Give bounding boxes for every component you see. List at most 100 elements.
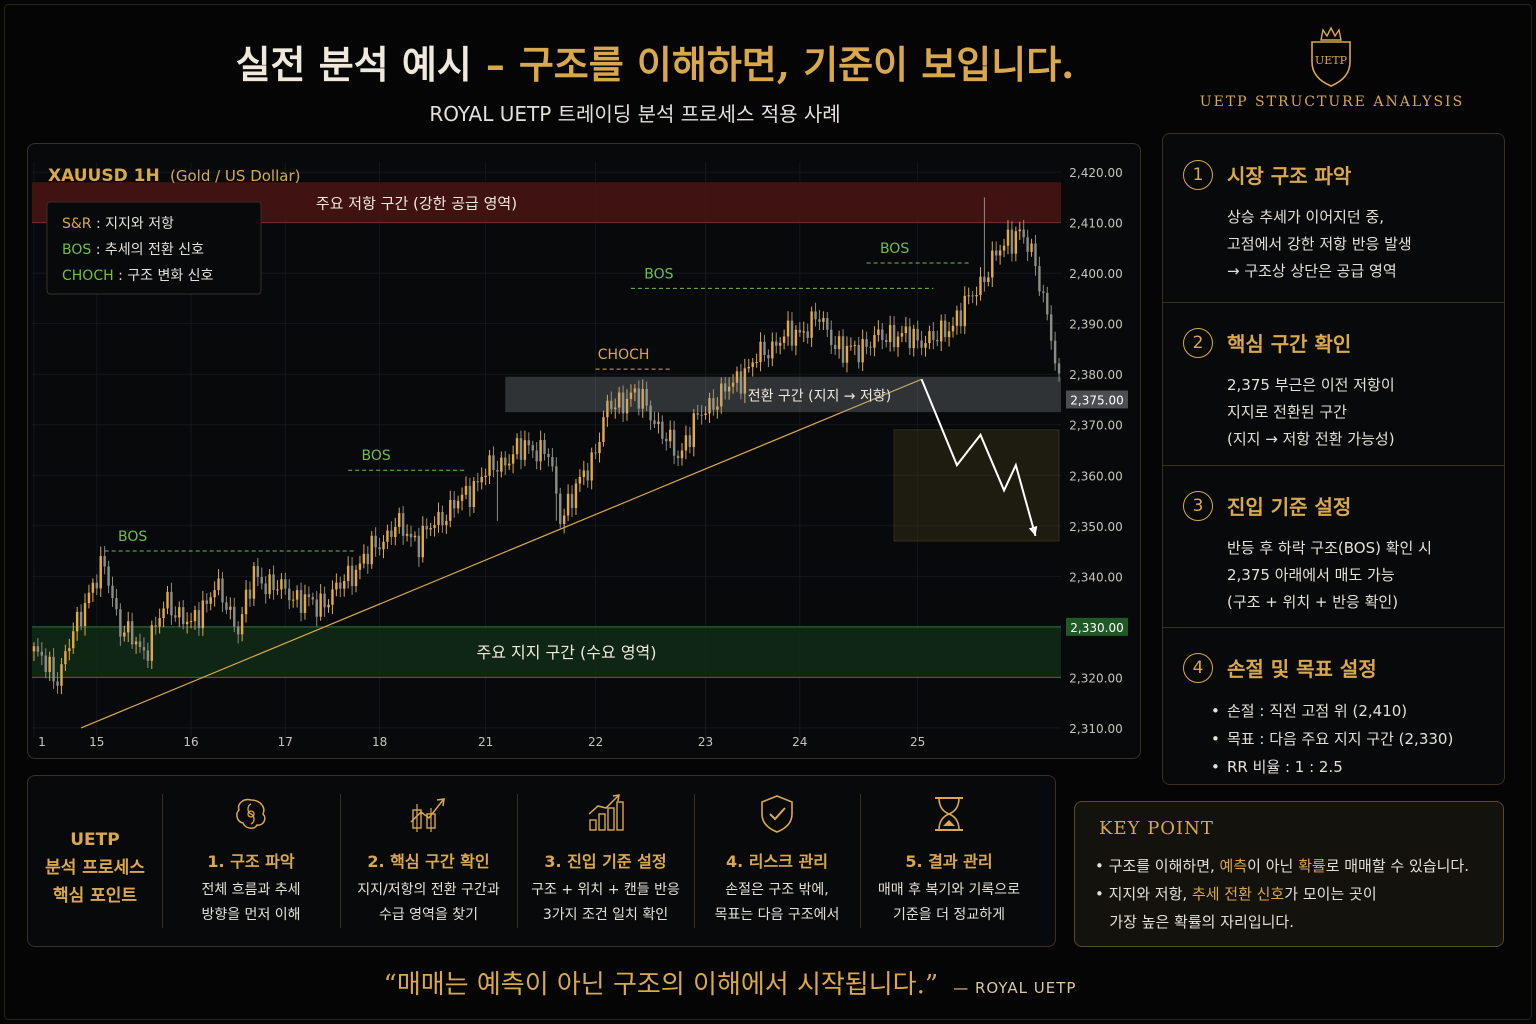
candle-body [236, 626, 240, 635]
candle-body [217, 578, 220, 591]
y-tick-label: 2,390.00 [1069, 318, 1122, 332]
price-tag-label: 2,330.00 [1070, 621, 1123, 635]
candle-body [594, 452, 597, 454]
candle-body [56, 681, 59, 686]
candle-body [229, 606, 232, 610]
projection-arrowhead [1028, 526, 1038, 536]
step-title: 손절 및 목표 설정 [1227, 657, 1377, 681]
candle-body [398, 513, 401, 527]
process-desc: 손절은 구조 밖에, 목표는 다음 구조에서 [714, 882, 840, 923]
candle-body [751, 362, 754, 367]
candle-body [633, 388, 637, 393]
candle-body [264, 583, 267, 595]
candle-body [433, 524, 436, 528]
legend-item: BOS : 추세의 전환 신호 [62, 242, 204, 258]
candle-body [319, 593, 322, 617]
candle-body [790, 320, 794, 346]
candle-body [830, 329, 833, 345]
process-item-4: 4. 리스크 관리 손절은 구조 밖에, 목표는 다음 구조에서 [694, 776, 860, 946]
candle-body [555, 466, 558, 494]
candle-body [1018, 229, 1021, 232]
candle-body [511, 454, 515, 464]
candle-body [877, 329, 880, 335]
candle-body [468, 485, 472, 508]
candle-body [1010, 229, 1014, 254]
candle-body [425, 525, 428, 530]
candle-body [354, 569, 358, 587]
candle-body [115, 598, 118, 610]
legend-item: S&R : 지지와 저항 [62, 216, 174, 232]
candle-body [932, 331, 935, 340]
candle-body [849, 345, 853, 347]
candle-body [496, 470, 499, 472]
candle-body [166, 591, 169, 609]
candle-body [775, 341, 778, 346]
candle-body [452, 500, 456, 509]
candle-body [798, 329, 802, 333]
candle-body [920, 340, 923, 348]
y-tick-label: 2,420.00 [1069, 166, 1122, 180]
candle-body [507, 463, 511, 466]
candle-body [193, 610, 197, 622]
crown-shield-logo-icon: UETP [1311, 26, 1351, 87]
candle-body [378, 547, 381, 550]
quote-author: — ROYAL UETP [953, 979, 1077, 997]
candle-body [665, 438, 668, 442]
candle-body [771, 341, 774, 359]
candle-body [358, 563, 362, 570]
candle-body [240, 614, 244, 635]
y-tick-label: 2,310.00 [1069, 722, 1122, 736]
candle-body [260, 577, 263, 584]
candle-body [346, 565, 350, 582]
candle-body [916, 328, 919, 341]
candle-body [551, 457, 554, 467]
candle-body [103, 556, 106, 567]
candle-body [83, 603, 87, 627]
candle-body [99, 556, 102, 589]
candle-body [1022, 229, 1025, 238]
candle-body [48, 656, 51, 673]
candle-body [515, 438, 519, 455]
candle-body [833, 344, 837, 350]
candle-body [763, 341, 766, 355]
candle-body [44, 655, 47, 673]
x-tick-label: 21 [478, 735, 493, 749]
candle-body [386, 530, 389, 542]
candle-body [810, 311, 813, 338]
y-tick-label: 2,410.00 [1069, 217, 1122, 231]
step-3: 3 진입 기준 설정 반등 후 하락 구조(BOS) 확인 시 2,375 아래에… [1163, 465, 1504, 628]
resistance-zone-label: 주요 저항 구간 (강한 공급 영역) [316, 194, 517, 212]
candle-body [382, 541, 385, 550]
candle-body [405, 533, 409, 536]
candle-body [72, 631, 75, 649]
candle-body [912, 328, 915, 349]
candle-body [111, 585, 114, 599]
candle-body [1042, 291, 1045, 293]
candle-body [845, 345, 849, 363]
candle-body [409, 533, 413, 538]
candle-body [146, 650, 150, 661]
candle-body [64, 651, 67, 665]
candle-body [688, 435, 692, 447]
candle-body [36, 646, 40, 652]
outer-frame [4, 4, 1532, 1020]
shield-check-icon [761, 795, 793, 833]
candle-body [924, 343, 927, 348]
candle-body [991, 250, 994, 278]
process-item-5: 5. 결과 관리 매매 후 복기와 기록으로 기준을 더 정교하게 [860, 776, 1038, 946]
candle-body [861, 339, 864, 363]
candle-body [747, 366, 750, 369]
candle-body [881, 329, 884, 340]
candle-body [853, 344, 857, 346]
y-tick-label: 2,340.00 [1069, 570, 1122, 584]
candle-body [248, 589, 252, 599]
candle-body [170, 591, 173, 616]
candle-body [40, 651, 44, 656]
candle-body [390, 530, 393, 537]
candle-body [735, 371, 739, 383]
hourglass-icon [935, 797, 963, 831]
legend-box [46, 201, 262, 295]
candle-body [519, 438, 523, 460]
candle-body [32, 646, 36, 652]
candle-body [315, 599, 318, 617]
